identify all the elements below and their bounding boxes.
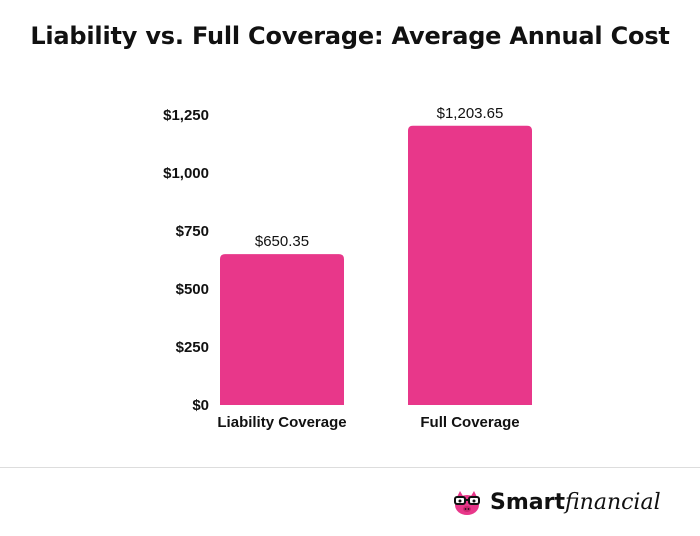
bar-full-coverage — [408, 125, 532, 405]
data-label: $1,203.65 — [437, 105, 504, 122]
brand-name-italic: financial — [564, 489, 661, 515]
y-tick-label: $250 — [176, 339, 209, 356]
category-labels: Liability Coverage Full Coverage — [217, 414, 519, 431]
footer-divider — [0, 467, 700, 468]
y-tick-label: $500 — [176, 281, 209, 298]
piggy-bank-glasses-icon — [454, 491, 480, 515]
data-labels: $650.35 $1,203.65 — [255, 105, 503, 250]
chart-title: Liability vs. Full Coverage: Average Ann… — [30, 22, 670, 50]
data-label: $650.35 — [255, 233, 309, 250]
bar-chart: $0 $250 $500 $750 $1,000 $1,250 $650.35 $1,203… — [163, 105, 532, 431]
brand-name: Smart financial — [490, 490, 661, 515]
brand-name-bold: Smart — [490, 489, 565, 515]
bars — [220, 125, 532, 405]
y-axis-ticks: $0 $250 $500 $750 $1,000 $1,250 — [163, 107, 209, 414]
bar-liability-coverage — [220, 254, 344, 405]
y-tick-label: $0 — [192, 397, 209, 414]
smartfinancial-logo: Smart financial — [450, 485, 661, 519]
category-label: Full Coverage — [420, 414, 519, 431]
y-tick-label: $1,250 — [163, 107, 209, 124]
category-label: Liability Coverage — [217, 414, 346, 431]
y-tick-label: $750 — [176, 223, 209, 240]
y-tick-label: $1,000 — [163, 165, 209, 182]
